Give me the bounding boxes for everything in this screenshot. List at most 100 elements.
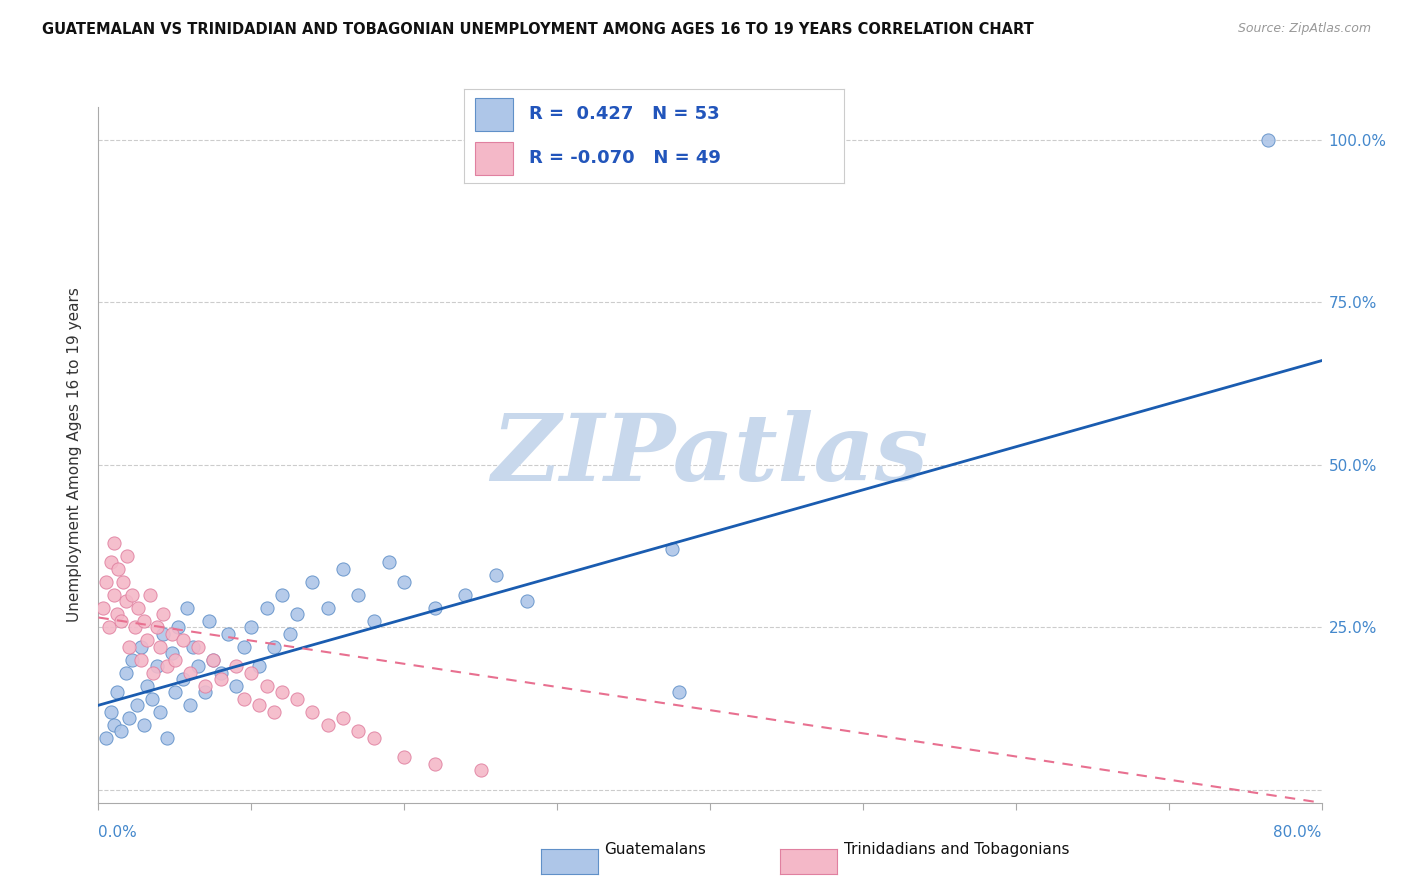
Point [156, 731, 179, 745]
Point [301, 705, 323, 719]
Point [145, 659, 167, 673]
Point [176, 600, 198, 615]
Point [202, 653, 225, 667]
Point [347, 724, 370, 739]
Point [110, 724, 132, 739]
Point [209, 665, 232, 680]
Point [105, 685, 128, 699]
Point [163, 653, 186, 667]
Point [240, 665, 263, 680]
Y-axis label: Unemployment Among Ages 16 to 19 years: Unemployment Among Ages 16 to 19 years [67, 287, 83, 623]
Point [256, 679, 278, 693]
FancyBboxPatch shape [475, 97, 513, 131]
Point [485, 568, 508, 582]
Point [263, 640, 285, 654]
Point [134, 614, 156, 628]
Point [117, 549, 139, 563]
Text: Source: ZipAtlas.com: Source: ZipAtlas.com [1237, 22, 1371, 36]
Point [179, 665, 201, 680]
Point [167, 620, 190, 634]
Point [454, 588, 477, 602]
Point [209, 672, 232, 686]
Point [270, 685, 292, 699]
Point [160, 646, 183, 660]
Point [285, 607, 308, 622]
Point [423, 756, 446, 771]
Point [263, 705, 285, 719]
Point [247, 659, 270, 673]
Point [423, 600, 446, 615]
Point [134, 718, 156, 732]
Point [470, 764, 492, 778]
Point [103, 535, 125, 549]
Point [332, 711, 354, 725]
FancyBboxPatch shape [475, 142, 513, 176]
Point [115, 665, 138, 680]
Point [378, 555, 401, 569]
Text: 80.0%: 80.0% [1274, 825, 1322, 840]
Point [91, 600, 114, 615]
Point [98, 620, 121, 634]
Point [172, 633, 194, 648]
Point [142, 665, 165, 680]
Point [125, 698, 148, 713]
Point [278, 626, 301, 640]
Point [225, 659, 247, 673]
Point [197, 614, 219, 628]
Point [149, 705, 172, 719]
Point [179, 698, 201, 713]
Point [136, 633, 159, 648]
Point [187, 640, 209, 654]
Text: 0.0%: 0.0% [98, 825, 138, 840]
Point [115, 594, 138, 608]
Point [118, 640, 141, 654]
Point [129, 653, 152, 667]
Point [100, 705, 122, 719]
Point [94, 574, 117, 589]
Point [141, 691, 163, 706]
Text: R = -0.070   N = 49: R = -0.070 N = 49 [529, 149, 720, 167]
Point [270, 588, 292, 602]
Point [121, 653, 143, 667]
Point [110, 614, 132, 628]
Point [316, 600, 339, 615]
Point [181, 640, 204, 654]
Point [392, 574, 416, 589]
Point [105, 607, 128, 622]
Point [301, 574, 323, 589]
Point [194, 685, 217, 699]
Point [668, 685, 690, 699]
Text: Trinidadians and Tobagonians: Trinidadians and Tobagonians [844, 842, 1069, 856]
Point [152, 626, 174, 640]
Point [107, 562, 129, 576]
Point [247, 698, 270, 713]
Point [347, 588, 370, 602]
Point [363, 731, 385, 745]
Point [363, 614, 385, 628]
Point [332, 562, 354, 576]
Point [149, 640, 172, 654]
Point [129, 640, 152, 654]
Point [232, 691, 254, 706]
Text: ZIPatlas: ZIPatlas [492, 410, 928, 500]
Point [194, 679, 217, 693]
Point [139, 588, 162, 602]
Point [100, 555, 122, 569]
Point [392, 750, 416, 764]
Point [94, 731, 117, 745]
Point [285, 691, 308, 706]
Text: R =  0.427   N = 53: R = 0.427 N = 53 [529, 105, 718, 123]
Point [232, 640, 254, 654]
Point [256, 600, 278, 615]
Text: GUATEMALAN VS TRINIDADIAN AND TOBAGONIAN UNEMPLOYMENT AMONG AGES 16 TO 19 YEARS : GUATEMALAN VS TRINIDADIAN AND TOBAGONIAN… [42, 22, 1033, 37]
Point [127, 600, 149, 615]
Point [103, 718, 125, 732]
Point [136, 679, 159, 693]
Point [172, 672, 194, 686]
Point [121, 588, 143, 602]
Point [163, 685, 186, 699]
Text: Guatemalans: Guatemalans [605, 842, 706, 856]
Point [118, 711, 141, 725]
Point [516, 594, 538, 608]
Point [111, 574, 134, 589]
